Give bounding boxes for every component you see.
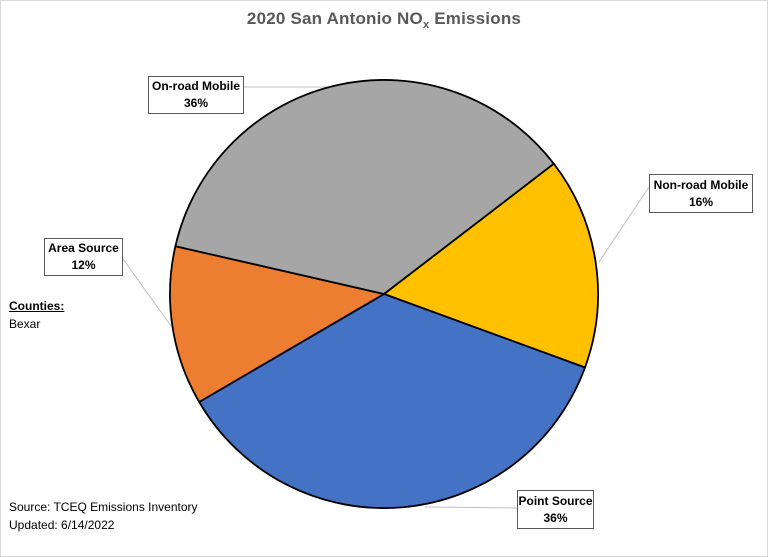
slice-label: Point Source <box>518 493 593 508</box>
pie-slice-area-source <box>169 245 385 403</box>
slice-percent: 16% <box>688 194 714 209</box>
pie-slice-non-road-mobile <box>383 162 599 369</box>
pie-slice-on-road-mobile <box>174 79 555 295</box>
slice-label: Non-road Mobile <box>653 177 749 192</box>
chart-title-subscript: x <box>422 19 430 31</box>
chart-title: 2020 San Antonio NOx Emissions <box>1 9 767 31</box>
slice-percent: 36% <box>543 510 568 525</box>
source-block: Source: TCEQ Emissions Inventory Updated… <box>9 498 198 534</box>
callout-point-source: Point Source 36% <box>517 490 594 529</box>
slice-percent: 12% <box>71 258 96 272</box>
county-name: Bexar <box>9 317 41 331</box>
slice-label: On-road Mobile <box>152 79 240 93</box>
slice-percent: 36% <box>183 96 209 110</box>
source-line: Source: TCEQ Emissions Inventory <box>9 500 198 514</box>
slice-label: Area Source <box>48 241 119 255</box>
counties-block: Counties: Bexar <box>9 297 64 333</box>
leader-line <box>122 258 172 327</box>
chart-title-suffix: Emissions <box>429 9 522 28</box>
callout-area-source: Area Source 12% <box>44 238 123 276</box>
callout-non-road-mobile: Non-road Mobile 16% <box>649 174 753 213</box>
callout-on-road-mobile: On-road Mobile 36% <box>148 76 244 114</box>
updated-line: Updated: 6/14/2022 <box>9 518 115 532</box>
pie-slice-point-source <box>198 293 586 509</box>
leader-line <box>598 186 650 263</box>
leader-line <box>424 506 518 509</box>
counties-heading: Counties: <box>9 299 65 313</box>
chart-title-prefix: 2020 San Antonio NO <box>246 9 423 28</box>
